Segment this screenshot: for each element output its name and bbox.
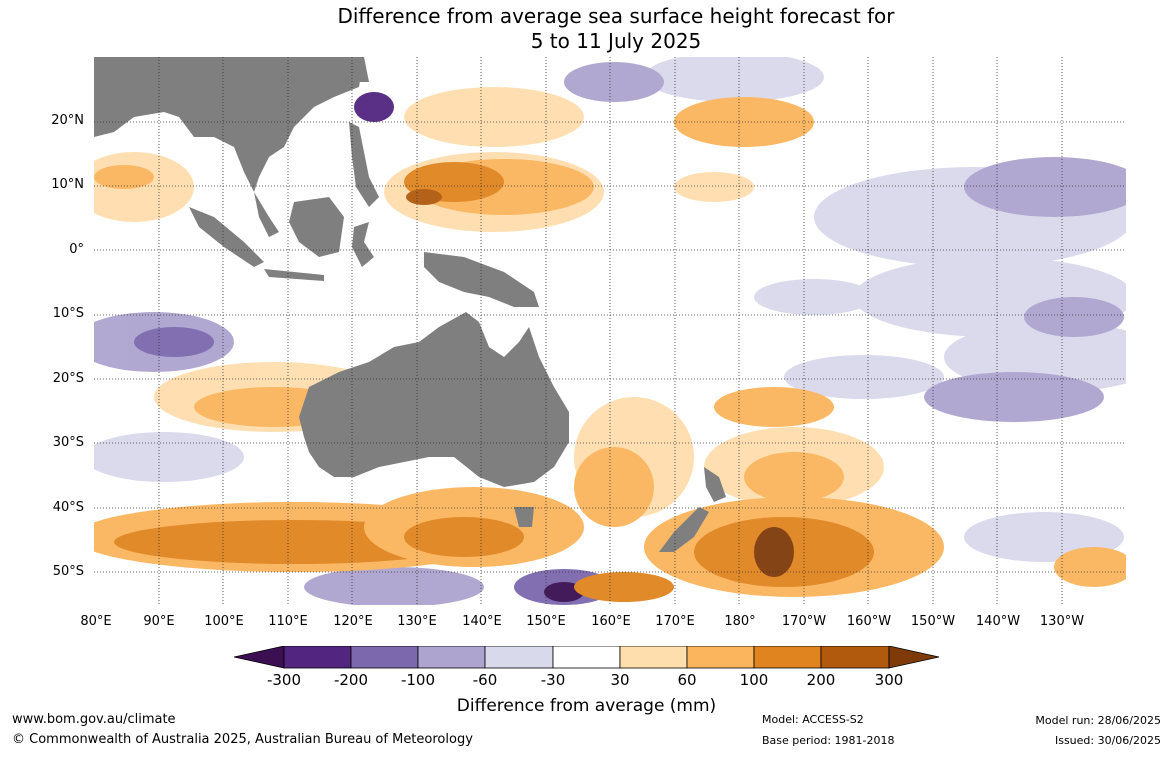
lon-label: 170°W	[781, 614, 827, 629]
lon-label: 140°W	[975, 614, 1021, 629]
lat-label-10s: 10°S	[52, 306, 84, 321]
lon-label: 150°W	[910, 614, 956, 629]
lon-label: 100°E	[204, 614, 244, 629]
model-run-text: Model run: 28/06/2025	[1035, 714, 1161, 727]
colorbar-tick-label: 60	[677, 671, 697, 689]
colorbar-tick-label: -200	[333, 671, 369, 689]
lat-label-50s: 50°S	[52, 564, 84, 579]
lon-label: 160°W	[846, 614, 892, 629]
colorbar-title: Difference from average (mm)	[456, 696, 717, 716]
lat-label-40s: 40°S	[52, 500, 84, 515]
lon-label: 130°E	[397, 614, 437, 629]
lon-label: 180°	[724, 614, 756, 629]
lon-label: 150°E	[526, 614, 566, 629]
colorbar-tick-label: -100	[400, 671, 436, 689]
colorbar-tick-label: 100	[739, 671, 769, 689]
anomaly-field	[94, 57, 1126, 605]
title-line-2: 5 to 11 July 2025	[530, 29, 702, 53]
model-text: Model: ACCESS-S2	[762, 713, 864, 726]
sea-surface-height-map	[94, 57, 1126, 605]
copyright-text: © Commonwealth of Australia 2025, Austra…	[12, 732, 473, 747]
lat-label-30s: 30°S	[52, 435, 84, 450]
lat-label-10n: 10°N	[51, 177, 84, 192]
lon-label: 120°E	[333, 614, 373, 629]
colorbar-tick-label: 300	[874, 671, 904, 689]
lat-label-20s: 20°S	[52, 371, 84, 386]
lon-label: 140°E	[462, 614, 502, 629]
colorbar-tick-label: -60	[472, 671, 498, 689]
colorbar-tick-label: 200	[806, 671, 836, 689]
gridlines	[94, 57, 1126, 605]
colorbar-tick-label: -300	[266, 671, 302, 689]
lon-label: 110°E	[268, 614, 308, 629]
lon-label: 170°E	[655, 614, 695, 629]
colorbar-tick-label: -30	[540, 671, 566, 689]
land	[94, 57, 726, 552]
colorbar	[234, 646, 940, 669]
issued-text: Issued: 30/06/2025	[1054, 734, 1161, 747]
colorbar-tick-label: 30	[610, 671, 630, 689]
website-link[interactable]: www.bom.gov.au/climate	[12, 712, 176, 727]
lat-label-0: 0°	[69, 242, 84, 257]
lon-label: 80°E	[80, 614, 112, 629]
title-line-1: Difference from average sea surface heig…	[337, 4, 895, 28]
base-period-text: Base period: 1981-2018	[762, 734, 895, 747]
map-title: Difference from average sea surface heig…	[0, 4, 1173, 54]
lat-label-20n: 20°N	[51, 113, 84, 128]
lon-label: 130°W	[1039, 614, 1085, 629]
lon-label: 160°E	[591, 614, 631, 629]
lon-label: 90°E	[143, 614, 175, 629]
